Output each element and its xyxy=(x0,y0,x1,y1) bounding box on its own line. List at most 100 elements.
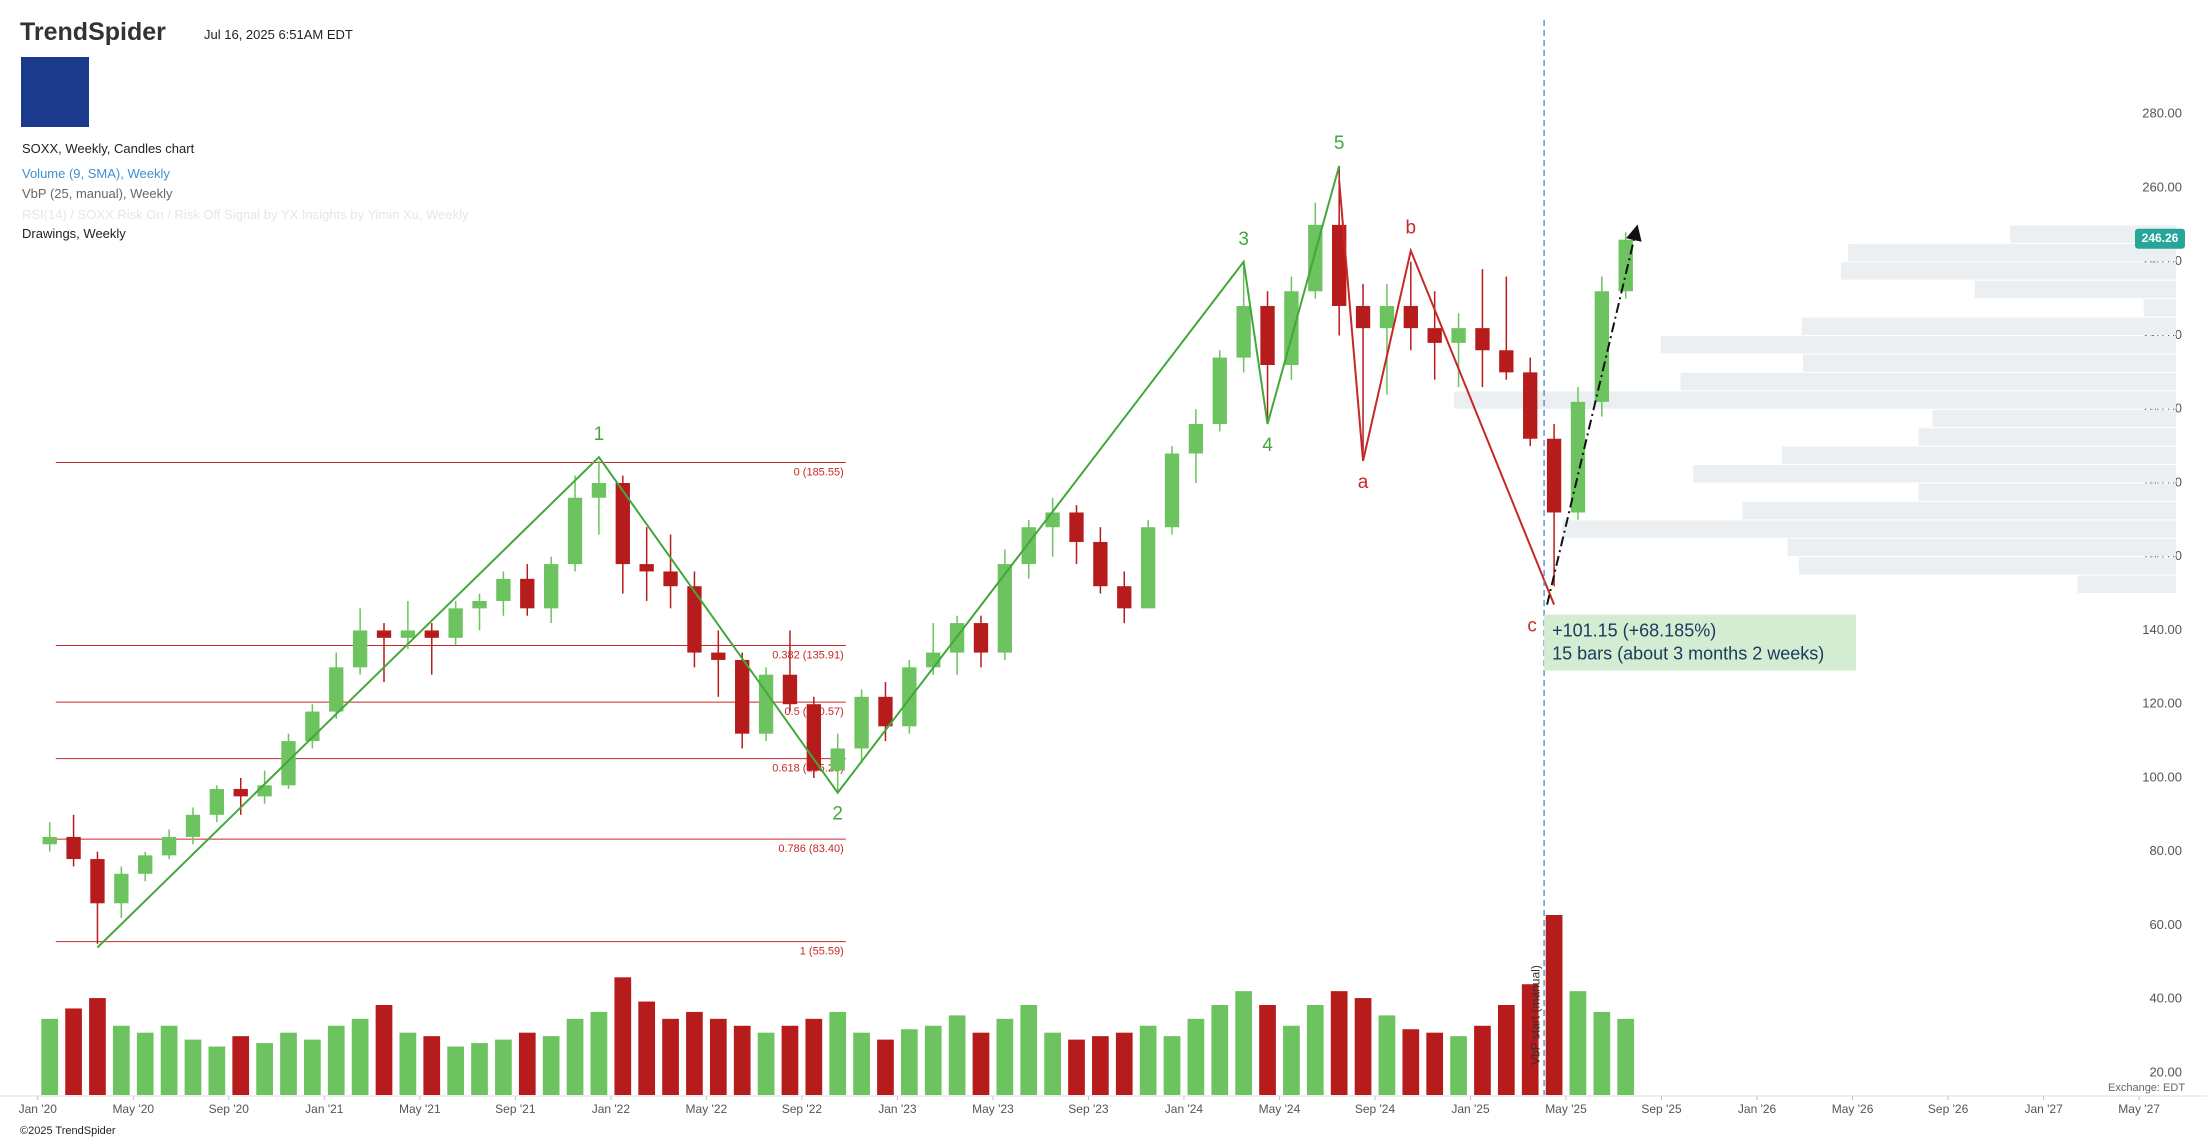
volume-bar xyxy=(829,1011,847,1095)
candle-body xyxy=(902,667,917,727)
wave-label: a xyxy=(1358,472,1369,493)
candle-body xyxy=(185,814,201,837)
volume-bar xyxy=(972,1032,990,1095)
volume-bar xyxy=(853,1032,870,1095)
vbp-bar xyxy=(1801,317,2176,336)
vbp-start-label: VbP start (manual) xyxy=(1528,965,1542,1065)
volume-bar xyxy=(41,1018,59,1095)
volume-bar xyxy=(1545,915,1563,1095)
x-tick-label: Sep '24 xyxy=(1355,1102,1396,1116)
volume-bar xyxy=(996,1018,1014,1095)
candle-body xyxy=(735,659,750,734)
fib-label: 0.382 (135.91) xyxy=(772,649,844,661)
volume-bar xyxy=(1092,1036,1109,1095)
volume-bar xyxy=(1306,1005,1324,1095)
exchange: Exchange: EDT xyxy=(2108,1082,2186,1094)
vbp-bar xyxy=(1787,538,2176,557)
volume-bar xyxy=(1068,1039,1085,1095)
candle-body xyxy=(114,873,129,904)
x-tick-label: Sep '21 xyxy=(495,1102,536,1116)
candle-body xyxy=(520,578,535,609)
vbp-bar xyxy=(2077,575,2176,594)
volume-bar xyxy=(1330,991,1348,1095)
vbp-bar xyxy=(1562,520,2176,538)
volume-bar xyxy=(924,1025,942,1095)
candle-body xyxy=(591,482,607,498)
volume-bar xyxy=(65,1008,82,1095)
candle-body xyxy=(973,623,989,653)
candle-body xyxy=(1045,512,1060,528)
candle-body xyxy=(1188,423,1204,454)
volume-bar xyxy=(1283,1025,1300,1095)
candle-body xyxy=(1164,453,1180,528)
candle-body xyxy=(615,482,630,565)
vbp-bar xyxy=(1918,428,2176,446)
logo xyxy=(21,57,89,127)
x-tick-label: May '22 xyxy=(686,1102,728,1116)
volume-bar xyxy=(1139,1025,1157,1095)
candle-body xyxy=(209,788,225,815)
candle-body xyxy=(1379,306,1395,329)
wave-label: c xyxy=(1527,616,1537,637)
candle-body xyxy=(90,859,105,904)
vbp-bar xyxy=(1660,336,2176,354)
vbp-bar xyxy=(2009,225,2176,243)
candle-body xyxy=(329,667,344,712)
wave-label: b xyxy=(1406,218,1417,239)
volume-bar xyxy=(686,1011,703,1095)
legend-item[interactable]: VbP (25, manual), Weekly xyxy=(22,186,173,201)
x-tick-label: Sep '23 xyxy=(1068,1102,1109,1116)
x-tick-label: Jan '26 xyxy=(1738,1102,1777,1116)
x-tick-label: Jan '24 xyxy=(1165,1102,1204,1116)
y-tick-label: 40.00 xyxy=(2149,991,2182,1006)
volume-bar xyxy=(280,1032,297,1095)
candle-body xyxy=(997,564,1013,653)
candle-body xyxy=(663,571,678,587)
volume-bar xyxy=(1115,1032,1133,1095)
y-tick-label: 260.00 xyxy=(2142,179,2182,194)
x-tick-label: Sep '25 xyxy=(1641,1102,1682,1116)
candle-body xyxy=(543,564,559,609)
vbp-bar xyxy=(1841,262,2176,280)
measure-bars: 15 bars (about 3 months 2 weeks) xyxy=(1552,643,1824,663)
vbp-bar xyxy=(2143,299,2176,317)
vbp-bar xyxy=(1974,280,2176,299)
volume-bar xyxy=(232,1036,250,1095)
price-tag xyxy=(2135,228,2185,249)
vbp-bar xyxy=(1918,483,2176,501)
vbp-bar xyxy=(1781,446,2176,465)
vbp-bar xyxy=(1798,557,2176,575)
candle-body xyxy=(1021,527,1036,565)
wave-label: 3 xyxy=(1238,229,1249,250)
wave-line xyxy=(1338,180,1556,606)
candle-body xyxy=(758,674,774,734)
volume-bar xyxy=(1569,991,1587,1095)
x-tick-label: May '21 xyxy=(399,1102,441,1116)
volume-bar xyxy=(351,1018,369,1095)
candle-body xyxy=(1236,306,1251,358)
volume-bar xyxy=(112,1025,130,1095)
legend-item[interactable]: Volume (9, SMA), Weekly xyxy=(22,166,170,181)
volume-bar xyxy=(1474,1025,1491,1095)
y-tick-label: 80.00 xyxy=(2149,843,2182,858)
volume-bar xyxy=(423,1036,441,1095)
volume-bar xyxy=(1521,984,1539,1095)
x-tick-label: Sep '20 xyxy=(209,1102,250,1116)
x-tick-label: Sep '22 xyxy=(782,1102,823,1116)
volume-bar xyxy=(375,1005,393,1095)
candle-body xyxy=(138,855,153,874)
volume-bar xyxy=(136,1032,154,1095)
volume-bar xyxy=(1617,1018,1635,1095)
candle-body xyxy=(400,630,416,638)
legend-item[interactable]: Drawings, Weekly xyxy=(22,226,126,241)
volume-bar xyxy=(495,1039,512,1095)
volume-bar xyxy=(208,1046,226,1095)
legend-item[interactable]: RSI(14) / SOXX Risk On / Risk Off Signal… xyxy=(22,207,469,222)
candle-body xyxy=(1093,541,1108,587)
volume-bar xyxy=(757,1032,775,1095)
candle-body xyxy=(1475,328,1490,351)
volume-bar xyxy=(1187,1018,1205,1095)
wave-line xyxy=(96,165,1341,949)
price-tag-label: 246.26 xyxy=(2142,231,2179,245)
